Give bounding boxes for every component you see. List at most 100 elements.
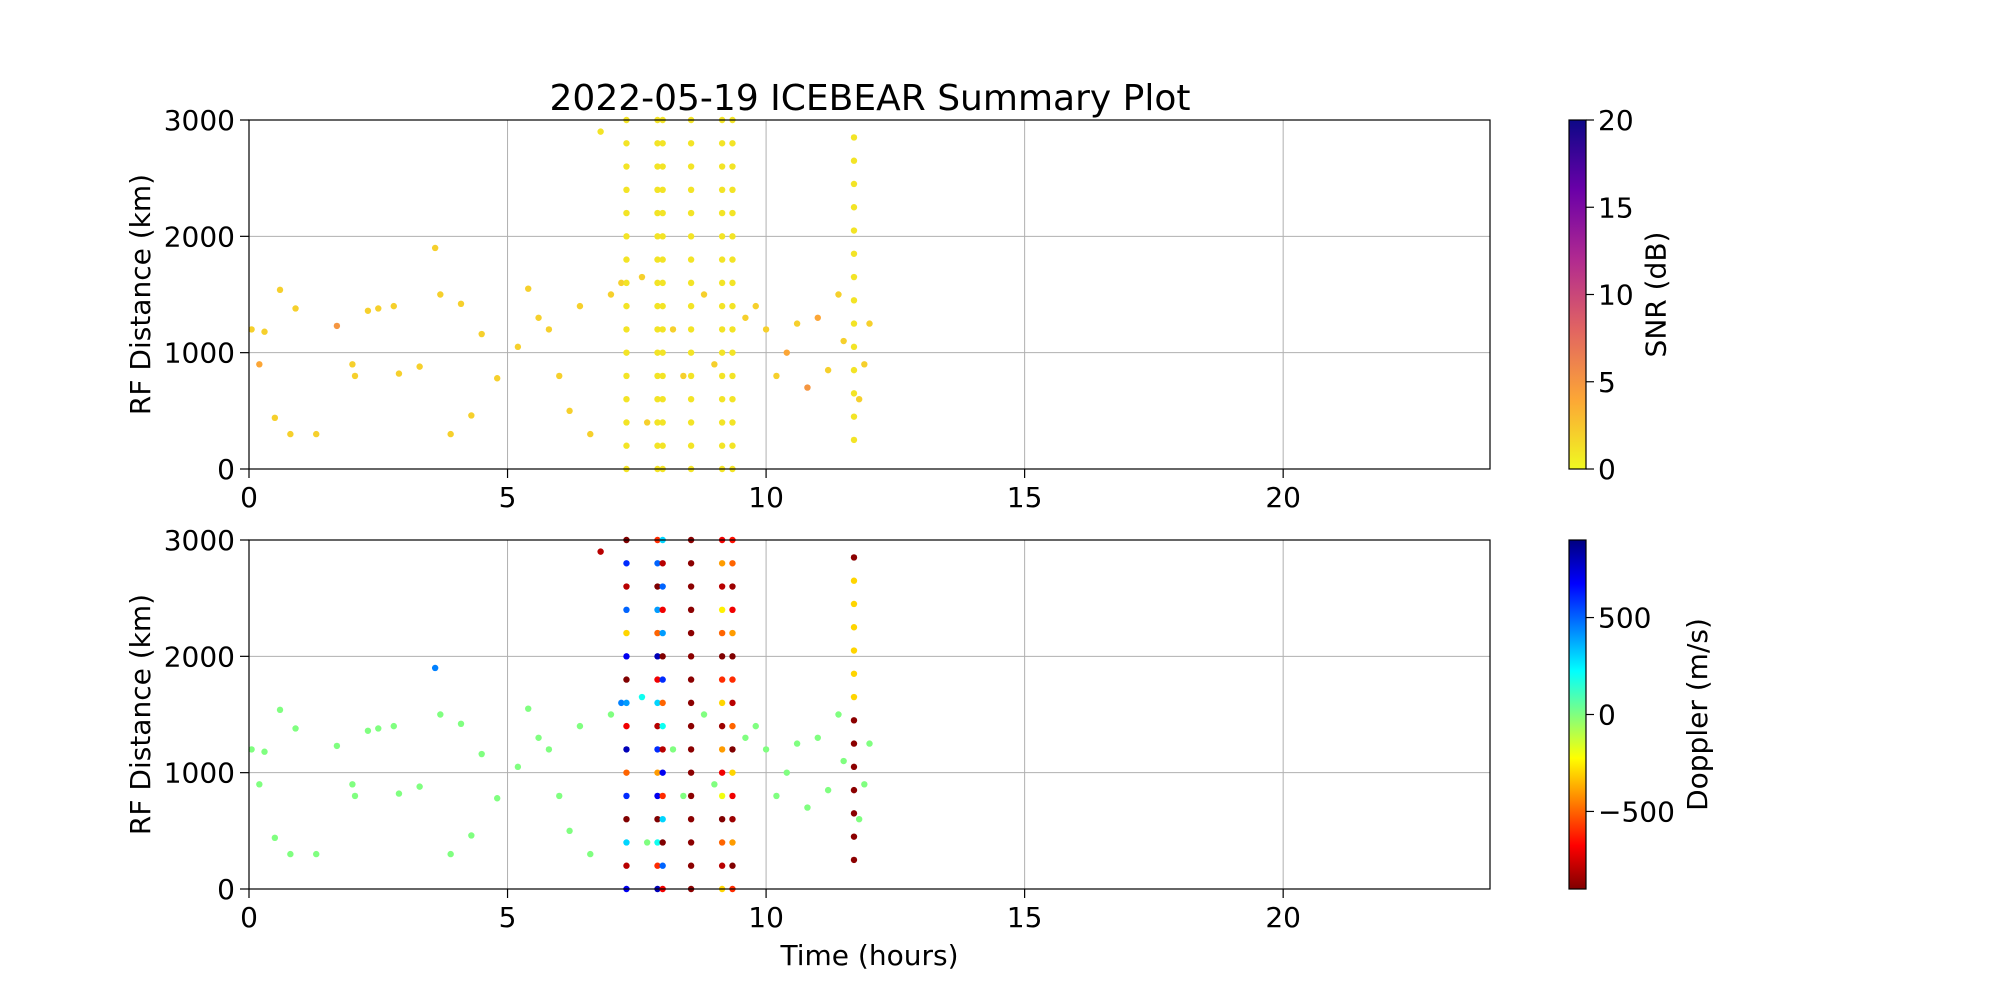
point <box>729 746 736 753</box>
point <box>729 233 736 240</box>
point <box>687 862 695 869</box>
point <box>514 763 522 771</box>
point <box>390 302 397 310</box>
point <box>804 384 811 391</box>
point <box>623 839 630 846</box>
point <box>623 769 630 776</box>
point <box>866 740 873 747</box>
point <box>654 653 661 660</box>
point <box>718 862 726 869</box>
point <box>866 320 873 327</box>
point <box>718 419 726 426</box>
y-tick-label: 0 <box>217 453 235 486</box>
point <box>687 583 695 590</box>
point <box>718 583 726 590</box>
point <box>375 725 382 732</box>
point <box>718 279 726 287</box>
x-tick-label: 5 <box>499 481 517 514</box>
point <box>729 816 736 823</box>
point <box>742 314 749 321</box>
x-tick-label: 20 <box>1265 901 1301 934</box>
x-tick-label: 0 <box>240 901 258 934</box>
point <box>514 343 522 351</box>
point <box>729 372 736 380</box>
colorbar <box>1568 119 1587 470</box>
point <box>824 366 832 374</box>
point <box>659 279 666 287</box>
point <box>659 186 666 193</box>
point <box>814 314 821 321</box>
point <box>654 676 661 683</box>
x-tick-label: 10 <box>748 901 784 934</box>
point <box>687 302 695 310</box>
point <box>659 746 666 753</box>
point <box>556 372 563 380</box>
point <box>687 560 695 567</box>
point <box>623 279 630 287</box>
point <box>271 834 279 842</box>
point <box>687 653 695 660</box>
point <box>742 734 749 741</box>
point <box>654 583 661 590</box>
point <box>623 256 630 263</box>
point <box>349 781 356 788</box>
point <box>623 186 630 193</box>
point <box>718 653 726 660</box>
point <box>457 300 465 308</box>
y-tick-label: 2000 <box>164 640 235 673</box>
colorbar-tick-label: 0 <box>1598 699 1616 732</box>
point <box>718 372 726 380</box>
point <box>545 326 553 333</box>
point <box>659 209 666 217</box>
point <box>850 647 858 654</box>
colorbar-label: Doppler (m/s) <box>1681 618 1714 811</box>
point <box>718 186 726 193</box>
point <box>654 186 661 193</box>
y-tick-label: 3000 <box>164 104 235 137</box>
point <box>718 746 726 753</box>
point <box>850 624 858 631</box>
point <box>659 653 666 660</box>
point <box>313 850 320 858</box>
point <box>623 302 630 310</box>
point <box>437 291 444 298</box>
point <box>623 560 630 567</box>
point <box>643 419 651 426</box>
point <box>680 792 687 800</box>
point <box>850 250 858 257</box>
point <box>659 396 666 403</box>
point <box>669 326 677 333</box>
point <box>729 396 736 403</box>
point <box>783 349 790 356</box>
point <box>478 330 485 338</box>
point <box>718 302 726 310</box>
point <box>729 722 736 730</box>
point <box>687 629 695 637</box>
point <box>659 722 666 730</box>
point <box>654 442 661 449</box>
x-tick-label: 15 <box>1007 481 1043 514</box>
point <box>687 326 695 333</box>
point <box>840 757 847 765</box>
point <box>824 786 832 794</box>
point <box>654 349 661 356</box>
point <box>850 134 858 141</box>
point <box>261 748 268 755</box>
x-tick-label: 0 <box>240 481 258 514</box>
point <box>850 786 858 794</box>
point <box>623 349 630 356</box>
point <box>718 326 726 333</box>
point <box>623 326 630 333</box>
point <box>618 699 625 707</box>
y-tick-label: 1000 <box>164 337 235 370</box>
point <box>850 670 858 677</box>
point <box>623 163 630 170</box>
point <box>729 629 736 637</box>
point <box>718 839 726 846</box>
point <box>659 372 666 380</box>
point <box>804 804 811 811</box>
point <box>431 244 439 252</box>
point <box>623 419 630 426</box>
point <box>729 560 736 567</box>
point <box>861 781 868 788</box>
